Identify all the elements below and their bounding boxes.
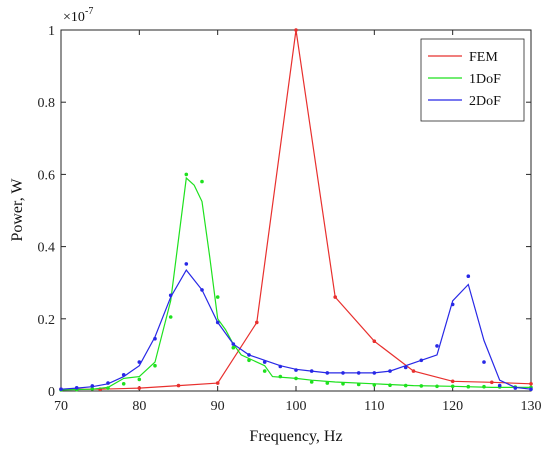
data-point bbox=[121, 382, 126, 386]
data-point bbox=[294, 368, 298, 372]
data-point bbox=[215, 295, 220, 299]
data-point bbox=[153, 336, 157, 341]
y-scale-multiplier: ×10 bbox=[63, 10, 85, 25]
data-point bbox=[450, 384, 455, 389]
data-point bbox=[294, 28, 298, 32]
data-point bbox=[168, 315, 173, 319]
data-point bbox=[411, 369, 416, 373]
data-point bbox=[74, 386, 79, 390]
data-point bbox=[184, 262, 189, 266]
data-point bbox=[529, 387, 533, 392]
data-point bbox=[176, 383, 181, 388]
y-scale-exponent: -7 bbox=[85, 6, 93, 17]
x-tick-label: 100 bbox=[286, 399, 307, 414]
x-tick-label: 90 bbox=[211, 399, 225, 414]
data-point bbox=[341, 382, 345, 386]
x-tick-label: 110 bbox=[364, 399, 384, 414]
data-point bbox=[372, 383, 377, 387]
data-point bbox=[372, 371, 377, 375]
y-tick-label: 0 bbox=[48, 385, 55, 400]
data-point bbox=[325, 381, 330, 385]
data-point bbox=[215, 381, 220, 385]
data-point bbox=[247, 353, 251, 357]
data-point bbox=[59, 387, 63, 392]
data-point bbox=[309, 369, 314, 373]
series-line bbox=[60, 176, 531, 391]
data-point bbox=[121, 373, 126, 377]
data-point bbox=[482, 360, 486, 364]
data-point bbox=[466, 384, 471, 389]
series-2dof bbox=[59, 262, 533, 392]
data-point bbox=[254, 320, 259, 325]
data-point bbox=[466, 274, 471, 279]
x-axis-label: Frequency, Hz bbox=[249, 428, 342, 445]
data-point bbox=[106, 386, 110, 390]
legend-label: FEM bbox=[469, 50, 498, 65]
data-point bbox=[278, 374, 283, 379]
legend-label: 2DoF bbox=[469, 94, 501, 109]
y-tick-label: 0.6 bbox=[38, 168, 56, 183]
data-point bbox=[215, 320, 220, 325]
data-point bbox=[388, 383, 392, 388]
data-point bbox=[482, 384, 486, 389]
data-point bbox=[137, 386, 142, 390]
data-point bbox=[90, 387, 95, 391]
data-point bbox=[333, 295, 338, 299]
data-point bbox=[231, 345, 236, 350]
data-point bbox=[262, 360, 267, 364]
y-axis-label: Power, W bbox=[9, 178, 26, 242]
data-point bbox=[450, 379, 455, 384]
data-point bbox=[403, 383, 408, 388]
y-tick-label: 0.8 bbox=[38, 96, 56, 111]
data-point bbox=[184, 172, 189, 177]
data-point bbox=[294, 376, 298, 381]
data-point bbox=[513, 386, 518, 390]
data-point bbox=[137, 360, 142, 364]
data-point bbox=[247, 358, 251, 363]
data-point bbox=[529, 382, 533, 386]
data-point bbox=[262, 369, 267, 373]
y-tick-label: 1 bbox=[48, 24, 55, 39]
data-point bbox=[490, 380, 494, 385]
x-tick-label: 120 bbox=[442, 399, 463, 414]
data-point bbox=[341, 371, 345, 375]
data-point bbox=[309, 380, 314, 384]
data-point bbox=[435, 384, 439, 389]
data-point bbox=[153, 363, 157, 368]
data-point bbox=[435, 344, 439, 348]
data-point bbox=[450, 302, 455, 307]
data-point bbox=[388, 369, 392, 373]
legend-box bbox=[420, 38, 525, 122]
x-axis-ticks: 70 80 90 100 110 120 130 bbox=[54, 30, 542, 414]
legend: FEM 1DoF 2DoF bbox=[420, 38, 525, 122]
data-point bbox=[403, 365, 408, 370]
y-tick-label: 0.4 bbox=[38, 241, 56, 256]
data-point bbox=[200, 179, 204, 184]
data-point bbox=[106, 381, 110, 385]
data-point bbox=[356, 382, 361, 387]
data-point bbox=[325, 371, 330, 375]
y-axis-ticks: 0 0.2 0.4 0.6 0.8 1 bbox=[38, 24, 531, 400]
data-point bbox=[168, 293, 173, 298]
x-tick-label: 70 bbox=[54, 399, 68, 414]
x-tick-label: 130 bbox=[521, 399, 542, 414]
data-point bbox=[419, 358, 424, 363]
data-point bbox=[419, 384, 424, 388]
data-point bbox=[372, 339, 377, 344]
data-point bbox=[231, 342, 236, 346]
data-point bbox=[356, 371, 361, 375]
series-layer bbox=[59, 28, 533, 392]
data-point bbox=[90, 384, 95, 388]
legend-label: 1DoF bbox=[469, 72, 501, 87]
data-point bbox=[497, 383, 502, 388]
x-tick-label: 80 bbox=[132, 399, 146, 414]
data-point bbox=[200, 288, 204, 292]
y-tick-label: 0.2 bbox=[38, 313, 56, 328]
data-point bbox=[137, 377, 142, 382]
data-point bbox=[278, 364, 283, 369]
